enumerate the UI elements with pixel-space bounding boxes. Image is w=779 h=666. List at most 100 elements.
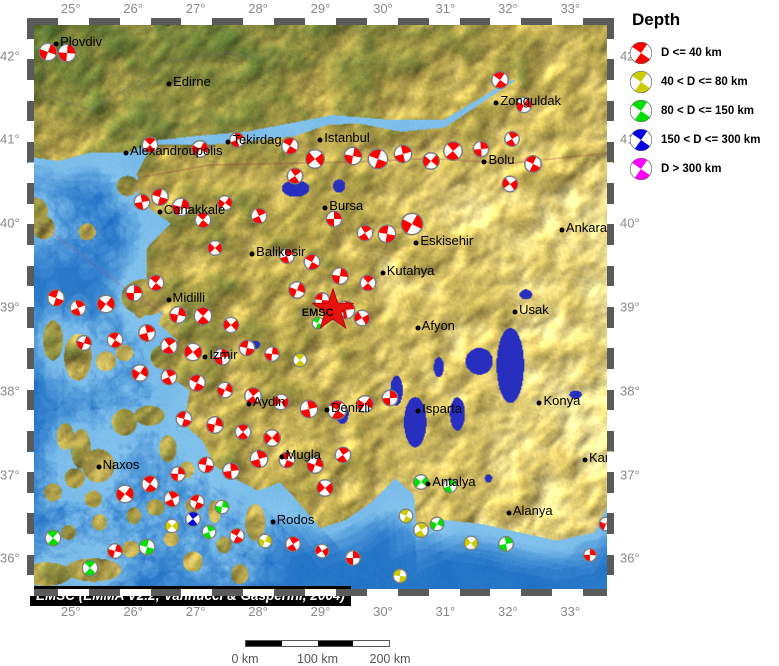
focal-mechanism-beachball[interactable] <box>287 280 306 299</box>
focal-mechanism-beachball[interactable] <box>168 305 187 324</box>
focal-mechanism-beachball[interactable] <box>193 306 213 326</box>
map-frame[interactable]: Stara ZagoraBurgasPlovdivEdirneTekirdagI… <box>27 18 614 596</box>
focal-mechanism-beachball[interactable] <box>398 508 414 524</box>
focal-mechanism-beachball[interactable] <box>442 140 463 161</box>
focal-mechanism-beachball[interactable] <box>76 335 93 352</box>
focal-mechanism-beachball[interactable] <box>47 288 66 307</box>
focal-mechanism-beachball[interactable] <box>197 456 215 474</box>
focal-mechanism-beachball[interactable] <box>356 224 374 242</box>
focal-mechanism-beachball[interactable] <box>175 410 193 428</box>
focal-mechanism-beachball[interactable] <box>325 210 343 228</box>
focal-mechanism-beachball[interactable] <box>421 151 440 170</box>
focal-mechanism-beachball[interactable] <box>314 543 329 559</box>
focal-mechanism-beachball[interactable] <box>299 399 319 419</box>
focal-mechanism-beachball[interactable] <box>344 549 361 566</box>
focal-mechanism-beachball[interactable] <box>463 535 479 551</box>
focal-mechanism-beachball[interactable] <box>356 395 375 414</box>
focal-mechanism-beachball[interactable] <box>214 499 230 515</box>
focal-mechanism-beachball[interactable] <box>169 465 186 482</box>
focal-mechanism-beachball[interactable] <box>151 188 170 207</box>
focal-mechanism-beachball[interactable] <box>442 478 458 494</box>
focal-mechanism-beachball[interactable] <box>263 346 280 363</box>
focal-mechanism-beachball[interactable] <box>262 428 281 447</box>
focal-mechanism-beachball[interactable] <box>212 347 231 366</box>
focal-mechanism-beachball[interactable] <box>171 197 191 217</box>
focal-mechanism-beachball[interactable] <box>353 309 371 327</box>
focal-mechanism-beachball[interactable] <box>216 195 233 212</box>
focal-mechanism-beachball[interactable] <box>523 154 542 173</box>
focal-mechanism-beachball[interactable] <box>234 423 252 441</box>
focal-mechanism-beachball[interactable] <box>106 331 124 349</box>
focal-mechanism-beachball[interactable] <box>137 324 156 343</box>
focal-mechanism-beachball[interactable] <box>159 336 178 355</box>
focal-mechanism-beachball[interactable] <box>194 211 212 229</box>
focal-mechanism-beachball[interactable] <box>327 400 348 421</box>
focal-mechanism-beachball[interactable] <box>163 490 181 508</box>
focal-mechanism-beachball[interactable] <box>303 253 321 271</box>
focal-mechanism-beachball[interactable] <box>201 524 217 540</box>
focal-mechanism-beachball[interactable] <box>343 146 363 166</box>
focal-mechanism-beachball[interactable] <box>501 175 519 193</box>
focal-mechanism-beachball[interactable] <box>315 479 334 498</box>
focal-mechanism-beachball[interactable] <box>138 538 156 556</box>
focal-mechanism-beachball[interactable] <box>229 527 246 544</box>
focal-mechanism-beachball[interactable] <box>583 548 598 563</box>
focal-mechanism-beachball[interactable] <box>279 248 296 265</box>
focal-mechanism-beachball[interactable] <box>393 144 413 164</box>
focal-mechanism-beachball[interactable] <box>472 140 490 158</box>
focal-mechanism-beachball[interactable] <box>491 71 510 90</box>
focal-mechanism-beachball[interactable] <box>38 42 58 62</box>
focal-mechanism-beachball[interactable] <box>183 342 203 362</box>
focal-mechanism-beachball[interactable] <box>164 518 180 534</box>
focal-mechanism-beachball[interactable] <box>392 568 408 584</box>
focal-mechanism-beachball[interactable] <box>57 43 77 63</box>
focal-mechanism-beachball[interactable] <box>44 529 62 547</box>
focal-mechanism-beachball[interactable] <box>140 474 159 493</box>
focal-mechanism-beachball[interactable] <box>381 389 399 407</box>
focal-mechanism-beachball[interactable] <box>131 364 150 383</box>
focal-mechanism-beachball[interactable] <box>216 381 234 399</box>
focal-mechanism-beachball[interactable] <box>187 374 206 393</box>
focal-mechanism-beachball[interactable] <box>190 139 209 158</box>
focal-mechanism-beachball[interactable] <box>497 536 514 553</box>
focal-mechanism-beachball[interactable] <box>305 148 326 169</box>
focal-mechanism-beachball[interactable] <box>359 274 377 292</box>
focal-mechanism-beachball[interactable] <box>107 542 124 559</box>
focal-mechanism-beachball[interactable] <box>207 239 224 256</box>
focal-mechanism-beachball[interactable] <box>400 212 424 236</box>
focal-mechanism-beachball[interactable] <box>221 462 240 481</box>
focal-mechanism-beachball[interactable] <box>306 456 325 475</box>
focal-mechanism-beachball[interactable] <box>250 207 268 225</box>
focal-mechanism-beachball[interactable] <box>115 484 135 504</box>
focal-mechanism-beachball[interactable] <box>285 536 302 553</box>
focal-mechanism-beachball[interactable] <box>272 393 290 411</box>
focal-mechanism-beachball[interactable] <box>286 167 304 185</box>
focal-mechanism-beachball[interactable] <box>413 521 430 538</box>
focal-mechanism-beachball[interactable] <box>367 148 389 170</box>
focal-mechanism-beachball[interactable] <box>222 316 240 334</box>
focal-mechanism-beachball[interactable] <box>334 446 352 464</box>
focal-mechanism-beachball[interactable] <box>377 224 397 244</box>
focal-mechanism-beachball[interactable] <box>503 130 520 147</box>
focal-mechanism-beachball[interactable] <box>188 494 205 511</box>
focal-mechanism-beachball[interactable] <box>160 368 177 386</box>
focal-mechanism-beachball[interactable] <box>243 386 262 405</box>
focal-mechanism-beachball[interactable] <box>331 267 350 286</box>
focal-mechanism-beachball[interactable] <box>81 559 99 577</box>
focal-mechanism-beachball[interactable] <box>229 132 246 149</box>
focal-mechanism-beachball[interactable] <box>257 533 273 549</box>
focal-mechanism-beachball[interactable] <box>249 449 269 469</box>
focal-mechanism-beachball[interactable] <box>147 274 165 292</box>
focal-mechanism-beachball[interactable] <box>96 294 116 314</box>
focal-mechanism-beachball[interactable] <box>429 516 445 532</box>
focal-mechanism-beachball[interactable] <box>515 96 533 114</box>
focal-mechanism-beachball[interactable] <box>125 283 144 302</box>
focal-mechanism-beachball[interactable] <box>141 136 159 154</box>
focal-mechanism-beachball[interactable] <box>133 193 151 211</box>
focal-mechanism-beachball[interactable] <box>206 416 225 435</box>
focal-mechanism-beachball[interactable] <box>292 352 308 368</box>
focal-mechanism-beachball[interactable] <box>69 299 87 317</box>
focal-mechanism-beachball[interactable] <box>185 511 202 528</box>
focal-mechanism-beachball[interactable] <box>238 339 256 357</box>
focal-mechanism-beachball[interactable] <box>281 137 300 156</box>
